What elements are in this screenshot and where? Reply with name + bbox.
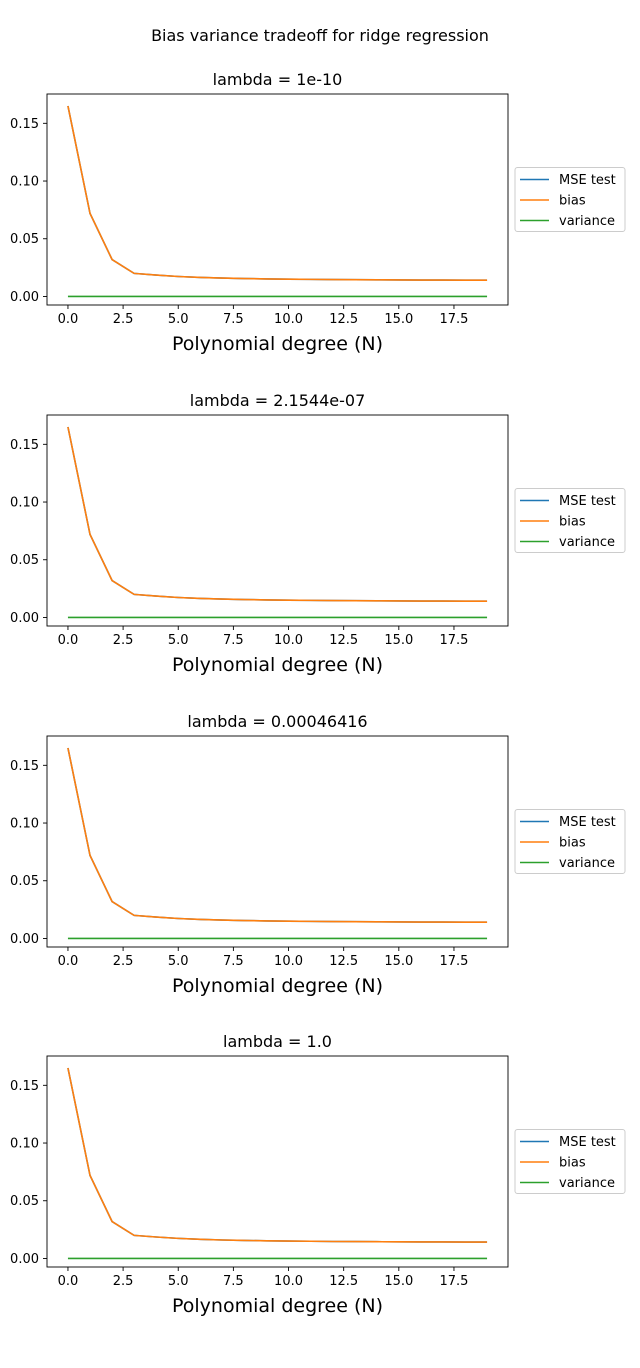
axes-frame <box>46 414 509 627</box>
legend-box <box>514 1129 626 1194</box>
chart-title: lambda = 1.0 <box>223 1032 332 1051</box>
legend-label: bias <box>559 194 586 209</box>
chart-panel-1: lambda = 1e-10 0.0 2.5 5.0 7.5 10.0 12.5 15.0 17… <box>10 70 626 355</box>
x-tick-label: 15.0 <box>384 954 413 969</box>
legend-label: variance <box>559 535 615 550</box>
legend-label: MSE test <box>559 173 616 188</box>
y-tick-label: 0.15 <box>10 117 39 132</box>
legend-label: variance <box>559 214 615 229</box>
x-tick-label: 7.5 <box>223 1274 244 1289</box>
x-tick-label: 17.5 <box>439 633 468 648</box>
x-tick-label: 2.5 <box>113 1274 134 1289</box>
series-lines <box>67 747 488 940</box>
x-tick-label: 7.5 <box>223 954 244 969</box>
y-tick-label: 0.10 <box>10 1137 39 1152</box>
y-tick-label: 0.15 <box>10 438 39 453</box>
x-tick-label: 2.5 <box>113 633 134 648</box>
x-tick-label: 15.0 <box>384 312 413 327</box>
legend: MSE test bias variance <box>514 809 626 874</box>
series-lines <box>67 105 488 298</box>
axes-frame <box>46 93 509 306</box>
x-tick-label: 5.0 <box>168 633 189 648</box>
chart-title: lambda = 2.1544e-07 <box>190 391 366 410</box>
x-tick-label: 0.0 <box>58 633 79 648</box>
x-tick-label: 0.0 <box>58 954 79 969</box>
legend-label: MSE test <box>559 1135 616 1150</box>
legend-label: bias <box>559 836 586 851</box>
chart-panel-2: lambda = 2.1544e-07 0.0 2.5 5.0 7.5 10.0 12.5 1… <box>10 391 626 676</box>
y-tick-label: 0.05 <box>10 874 39 889</box>
y-tick-label: 0.00 <box>10 1252 39 1267</box>
y-tick-label: 0.10 <box>10 496 39 511</box>
chart-title: lambda = 1e-10 <box>213 70 343 89</box>
x-tick-label: 0.0 <box>58 1274 79 1289</box>
x-tick-label: 5.0 <box>168 1274 189 1289</box>
y-tick-label: 0.10 <box>10 175 39 190</box>
x-tick-label: 17.5 <box>439 312 468 327</box>
x-tick-label: 15.0 <box>384 1274 413 1289</box>
legend: MSE test bias variance <box>514 1129 626 1194</box>
series-line-bias <box>67 747 488 923</box>
legend: MSE test bias variance <box>514 488 626 553</box>
figure-suptitle: Bias variance tradeoff for ridge regress… <box>151 26 489 45</box>
x-tick-label: 5.0 <box>168 312 189 327</box>
legend-box <box>514 809 626 874</box>
chart-title: lambda = 0.00046416 <box>187 712 367 731</box>
x-tick-label: 12.5 <box>329 312 358 327</box>
x-tick-label: 0.0 <box>58 312 79 327</box>
chart-panel-4: lambda = 1.0 0.0 2.5 5.0 7.5 10.0 12.5 15.0 17.5… <box>10 1032 626 1317</box>
x-tick-label: 17.5 <box>439 954 468 969</box>
y-tick-label: 0.05 <box>10 1194 39 1209</box>
x-axis-label: Polynomial degree (N) <box>172 1295 383 1317</box>
legend: MSE test bias variance <box>514 167 626 232</box>
legend-label: variance <box>559 1176 615 1191</box>
x-tick-label: 7.5 <box>223 633 244 648</box>
legend-label: MSE test <box>559 494 616 509</box>
legend-label: variance <box>559 856 615 871</box>
chart-panel-3: lambda = 0.00046416 0.0 2.5 5.0 7.5 10.0 12.5 1… <box>10 712 626 997</box>
x-tick-label: 10.0 <box>274 312 303 327</box>
legend-label: bias <box>559 515 586 530</box>
x-tick-label: 12.5 <box>329 1274 358 1289</box>
series-line-bias <box>67 426 488 602</box>
x-tick-label: 7.5 <box>223 312 244 327</box>
x-tick-label: 2.5 <box>113 954 134 969</box>
x-tick-label: 15.0 <box>384 633 413 648</box>
series-line-bias <box>67 1067 488 1243</box>
y-tick-label: 0.00 <box>10 290 39 305</box>
x-tick-label: 10.0 <box>274 954 303 969</box>
y-tick-label: 0.00 <box>10 611 39 626</box>
y-tick-label: 0.15 <box>10 759 39 774</box>
series-lines <box>67 1067 488 1260</box>
axes-frame <box>46 735 509 948</box>
legend-box <box>514 488 626 553</box>
y-tick-label: 0.15 <box>10 1079 39 1094</box>
x-tick-label: 10.0 <box>274 1274 303 1289</box>
x-tick-label: 12.5 <box>329 954 358 969</box>
x-axis-label: Polynomial degree (N) <box>172 975 383 997</box>
y-tick-label: 0.05 <box>10 232 39 247</box>
axes-frame <box>46 1055 509 1268</box>
x-axis-label: Polynomial degree (N) <box>172 333 383 355</box>
x-tick-label: 10.0 <box>274 633 303 648</box>
y-tick-label: 0.00 <box>10 932 39 947</box>
legend-box <box>514 167 626 232</box>
x-axis-label: Polynomial degree (N) <box>172 654 383 676</box>
x-tick-label: 2.5 <box>113 312 134 327</box>
x-tick-label: 17.5 <box>439 1274 468 1289</box>
y-tick-label: 0.10 <box>10 817 39 832</box>
series-line-bias <box>67 105 488 281</box>
x-tick-label: 12.5 <box>329 633 358 648</box>
legend-label: bias <box>559 1156 586 1171</box>
legend-label: MSE test <box>559 815 616 830</box>
y-tick-label: 0.05 <box>10 553 39 568</box>
x-tick-label: 5.0 <box>168 954 189 969</box>
series-lines <box>67 426 488 619</box>
